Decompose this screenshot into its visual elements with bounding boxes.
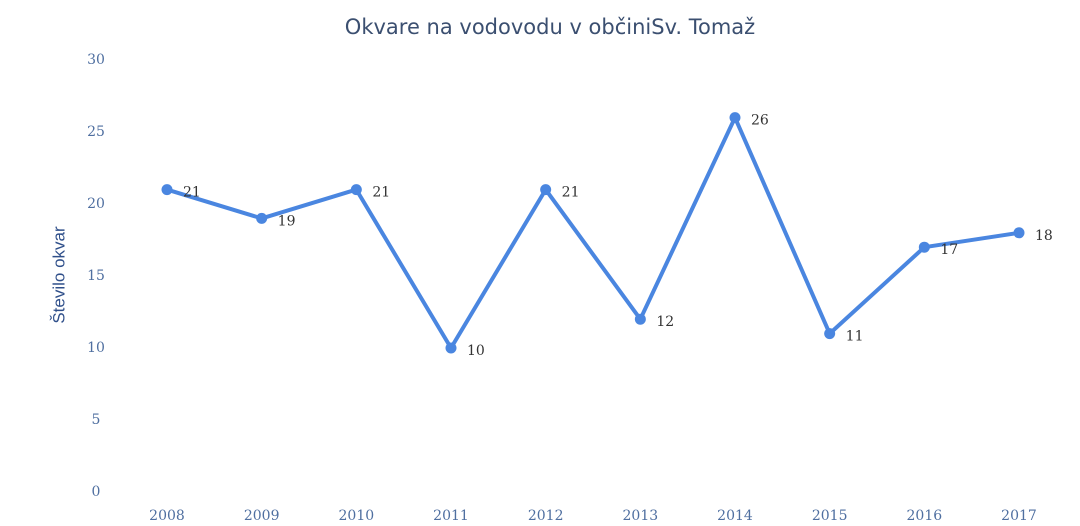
point	[256, 212, 268, 224]
chart-title: Okvare na vodovodu v občiniSv. Tomaž	[345, 15, 755, 39]
x-tick-label: 2014	[717, 508, 753, 524]
y-axis-label: Število okvar	[49, 226, 68, 324]
point	[824, 328, 836, 340]
point	[445, 342, 457, 354]
point	[634, 313, 646, 325]
y-tick-label: 30	[87, 52, 105, 68]
y-tick-label: 5	[92, 412, 101, 428]
y-tick-label: 15	[87, 268, 105, 284]
x-tick-label: 2016	[907, 508, 943, 524]
x-tick-label: 2008	[149, 508, 185, 524]
x-tick-label: 2009	[244, 508, 280, 524]
point	[350, 184, 362, 196]
y-tick-label: 10	[87, 340, 105, 356]
point	[161, 184, 173, 196]
line	[166, 115, 1020, 350]
point	[1013, 227, 1025, 239]
data-label: 21	[183, 185, 201, 201]
data-label: 21	[562, 185, 580, 201]
x-tick-label: 2010	[339, 508, 375, 524]
data-label: 21	[372, 185, 390, 201]
data-label: 18	[1035, 228, 1053, 244]
point	[729, 112, 741, 124]
x-tick-label: 2017	[1001, 508, 1037, 524]
data-label: 10	[467, 343, 485, 359]
point	[540, 184, 552, 196]
data-label: 11	[846, 329, 864, 345]
x-tick-label: 2015	[812, 508, 848, 524]
y-tick-label: 25	[87, 124, 105, 140]
x-tick-label: 2012	[528, 508, 564, 524]
data-label: 26	[751, 113, 769, 129]
y-tick-label: 20	[87, 196, 105, 212]
data-label: 19	[278, 213, 296, 229]
data-label: 17	[940, 242, 958, 258]
point	[918, 241, 930, 253]
x-tick-label: 2011	[433, 508, 469, 524]
x-tick-label: 2013	[623, 508, 659, 524]
data-label: 12	[656, 314, 674, 330]
y-tick-label: 0	[92, 484, 101, 500]
